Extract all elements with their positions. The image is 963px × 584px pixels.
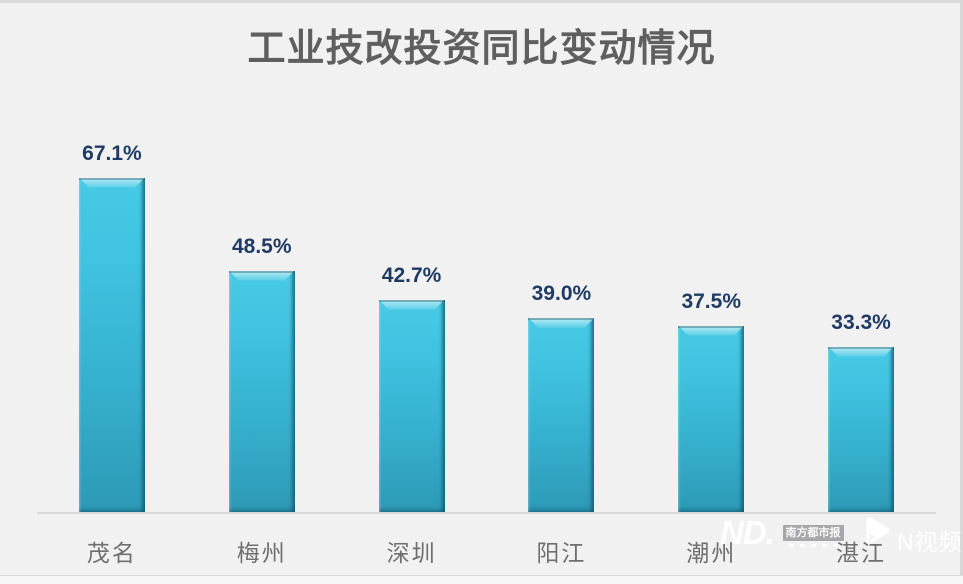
right-edge-divider xyxy=(960,0,963,584)
x-axis-label-shenzhen: 深圳 xyxy=(386,540,437,566)
bottom-edge-strip xyxy=(0,575,963,584)
bar-meizhou xyxy=(228,270,295,513)
bar-group-yangjiang: 39.0% xyxy=(486,0,636,513)
bar-group-maoming: 67.1% xyxy=(37,0,187,513)
bar-value-label: 67.1% xyxy=(82,141,142,165)
nd-logo: ND. xyxy=(720,514,775,551)
x-axis-line xyxy=(37,512,936,514)
x-axis-labels: 茂名 梅州 深圳 阳江 潮州 湛江 xyxy=(37,534,936,568)
x-axis-label-maoming: 茂名 xyxy=(86,540,137,566)
bar-group-zhanjiang: 33.3% xyxy=(786,0,936,513)
x-axis-label-zhanjiang: 湛江 xyxy=(836,540,887,566)
chart-title: 工业技改投资同比变动情况 xyxy=(247,28,716,70)
bar-value-label: 37.5% xyxy=(681,289,741,313)
bar-yangjiang xyxy=(528,318,595,513)
top-edge-divider xyxy=(0,0,963,3)
bar-group-shenzhen: 42.7% xyxy=(337,0,487,513)
bar-group-chaozhou: 37.5% xyxy=(636,0,786,513)
x-axis-label-chaozhou: 潮州 xyxy=(686,540,737,566)
x-axis-label-yangjiang: 阳江 xyxy=(536,540,587,566)
play-icon xyxy=(866,517,890,544)
badge-subtext-dots xyxy=(788,544,838,547)
bar-value-label: 33.3% xyxy=(831,310,891,334)
watermark: ND. 南方都市报 N视频 xyxy=(720,510,963,568)
bar-group-meizhou: 48.5% xyxy=(187,0,337,513)
bar-maoming xyxy=(78,177,145,513)
bar-value-label: 48.5% xyxy=(231,234,292,258)
x-axis-label-meizhou: 梅州 xyxy=(236,540,287,566)
bar-value-label: 42.7% xyxy=(381,263,442,287)
nandu-badge-label: 南方都市报 xyxy=(782,525,844,541)
plot-area: 67.1% 48.5% 42.7% 39.0% 37.5% 33.3% xyxy=(37,0,936,513)
bar-zhanjiang xyxy=(828,346,895,513)
bar-chaozhou xyxy=(678,325,745,513)
bar-shenzhen xyxy=(378,299,445,513)
nandu-badge: 南方都市报 xyxy=(780,525,846,547)
nvideo-label: N视频 xyxy=(897,529,963,555)
bar-value-label: 39.0% xyxy=(531,282,592,305)
